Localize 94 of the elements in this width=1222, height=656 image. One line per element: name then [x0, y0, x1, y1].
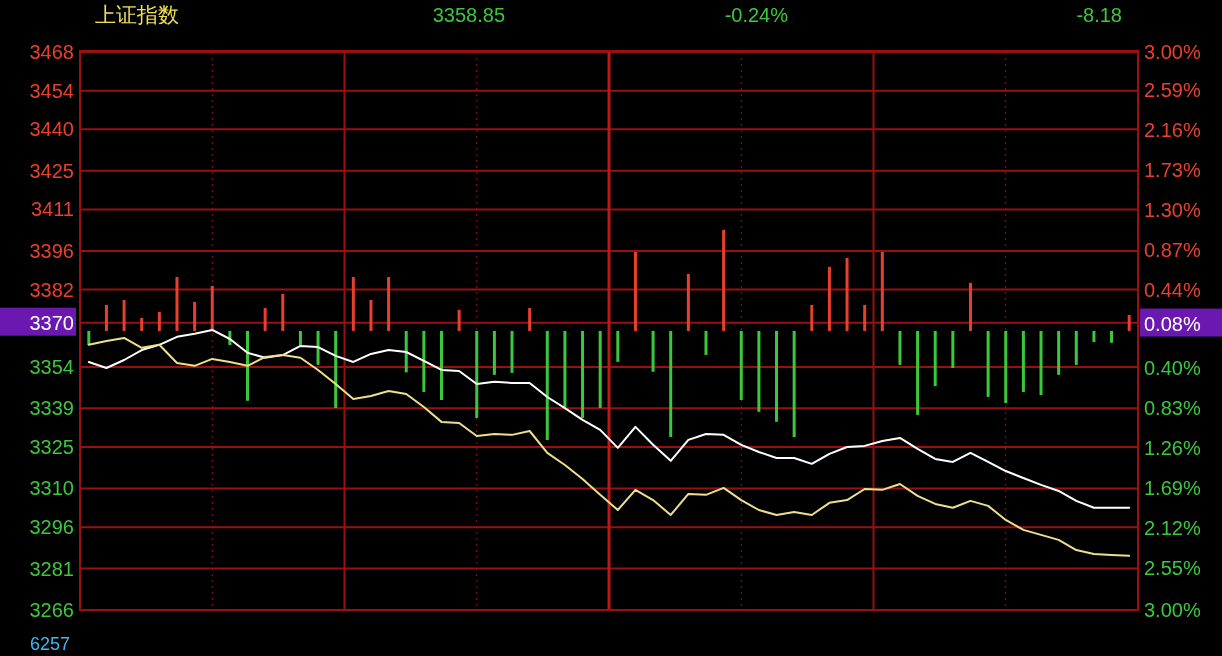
- bar: [140, 317, 144, 331]
- bar: [510, 330, 514, 373]
- y-tick-label: 3339: [29, 397, 74, 420]
- bar: [916, 330, 920, 415]
- y-tick-label: 3325: [29, 436, 74, 459]
- bar: [1021, 330, 1025, 392]
- bar: [87, 330, 91, 346]
- y2-tick-label: 0.87%: [1144, 239, 1201, 262]
- text: 6257: [29, 634, 70, 654]
- y2-tick-label: 0.83%: [1144, 397, 1201, 420]
- bar: [351, 277, 355, 331]
- bar: [369, 299, 373, 331]
- bar: [651, 330, 655, 372]
- bar: [281, 293, 285, 331]
- bar: [1092, 330, 1096, 342]
- bar: [1004, 330, 1008, 404]
- bar: [210, 285, 214, 331]
- bar: [686, 274, 690, 331]
- bar: [1127, 314, 1131, 331]
- bar: [792, 330, 796, 437]
- bar: [933, 330, 937, 387]
- y-tick-label: 3440: [29, 118, 74, 141]
- bar: [528, 307, 532, 331]
- bar: [845, 257, 849, 331]
- bar: [122, 299, 126, 331]
- bar: [898, 330, 902, 365]
- text: -8.18: [1076, 4, 1122, 26]
- y-tick-label: 3425: [29, 159, 74, 182]
- y-tick-label: 3468: [29, 41, 74, 63]
- bar: [598, 330, 602, 408]
- bar: [704, 330, 708, 355]
- bar: [1039, 330, 1043, 395]
- y2-tick-label: 2.59%: [1144, 79, 1201, 102]
- bar: [387, 277, 391, 331]
- bar: [722, 229, 726, 331]
- bar: [298, 330, 302, 346]
- y2-tick-label: 1.30%: [1144, 199, 1201, 222]
- bar: [457, 309, 461, 331]
- bar: [968, 282, 972, 331]
- y2-tick-label: 2.16%: [1144, 119, 1201, 142]
- bar: [246, 330, 250, 401]
- bar: [422, 330, 426, 392]
- y-tick-label: 3454: [29, 79, 74, 102]
- y-tick-label: 3281: [29, 557, 74, 580]
- bar: [157, 311, 161, 331]
- y-tick-label: 3370: [29, 311, 74, 334]
- y-tick-label: 3396: [29, 239, 74, 262]
- y2-tick-label: 1.73%: [1144, 159, 1201, 182]
- bar: [193, 301, 197, 331]
- y2-tick-label: 3.00%: [1144, 41, 1201, 63]
- bar: [1110, 330, 1114, 343]
- y-tick-label: 3382: [29, 278, 74, 301]
- bar: [669, 330, 673, 437]
- bar: [439, 330, 443, 400]
- bar: [563, 330, 567, 407]
- y-tick-label: 3266: [29, 599, 74, 621]
- y2-tick-label: 2.55%: [1144, 557, 1201, 580]
- y2-tick-label: 0.44%: [1144, 279, 1201, 302]
- bar: [545, 330, 549, 441]
- text: 3358.85: [432, 4, 505, 26]
- bar: [757, 330, 761, 412]
- y2-tick-label: 0.08%: [1144, 312, 1201, 335]
- y-tick-label: 3354: [29, 355, 74, 378]
- bar: [263, 307, 267, 331]
- bar: [316, 330, 320, 365]
- bar: [404, 330, 408, 373]
- y2-tick-label: 3.00%: [1144, 599, 1201, 621]
- chart-title: 上证指数: [95, 3, 179, 26]
- y2-tick-label: 1.69%: [1144, 477, 1201, 500]
- bar: [581, 330, 585, 418]
- bar: [334, 330, 338, 408]
- bar: [616, 330, 620, 362]
- text: -0.24%: [724, 4, 789, 26]
- y-tick-label: 3296: [29, 516, 74, 539]
- bar: [633, 251, 637, 331]
- bar: [1074, 330, 1078, 365]
- bar: [1057, 330, 1061, 375]
- bar: [810, 304, 814, 331]
- bar: [986, 330, 990, 397]
- y2-tick-label: 0.40%: [1144, 357, 1201, 380]
- y-tick-label: 3411: [30, 198, 74, 221]
- y-tick-label: 3310: [29, 477, 74, 500]
- bar: [827, 266, 831, 331]
- y2-tick-label: 2.12%: [1144, 517, 1201, 540]
- bar: [951, 330, 955, 368]
- bar: [863, 304, 867, 331]
- bar: [492, 330, 496, 375]
- bar: [175, 277, 179, 331]
- bar: [739, 330, 743, 400]
- y2-tick-label: 1.26%: [1144, 437, 1201, 460]
- bar: [475, 330, 479, 418]
- bar: [775, 330, 779, 422]
- bar: [880, 251, 884, 331]
- bar: [104, 304, 108, 331]
